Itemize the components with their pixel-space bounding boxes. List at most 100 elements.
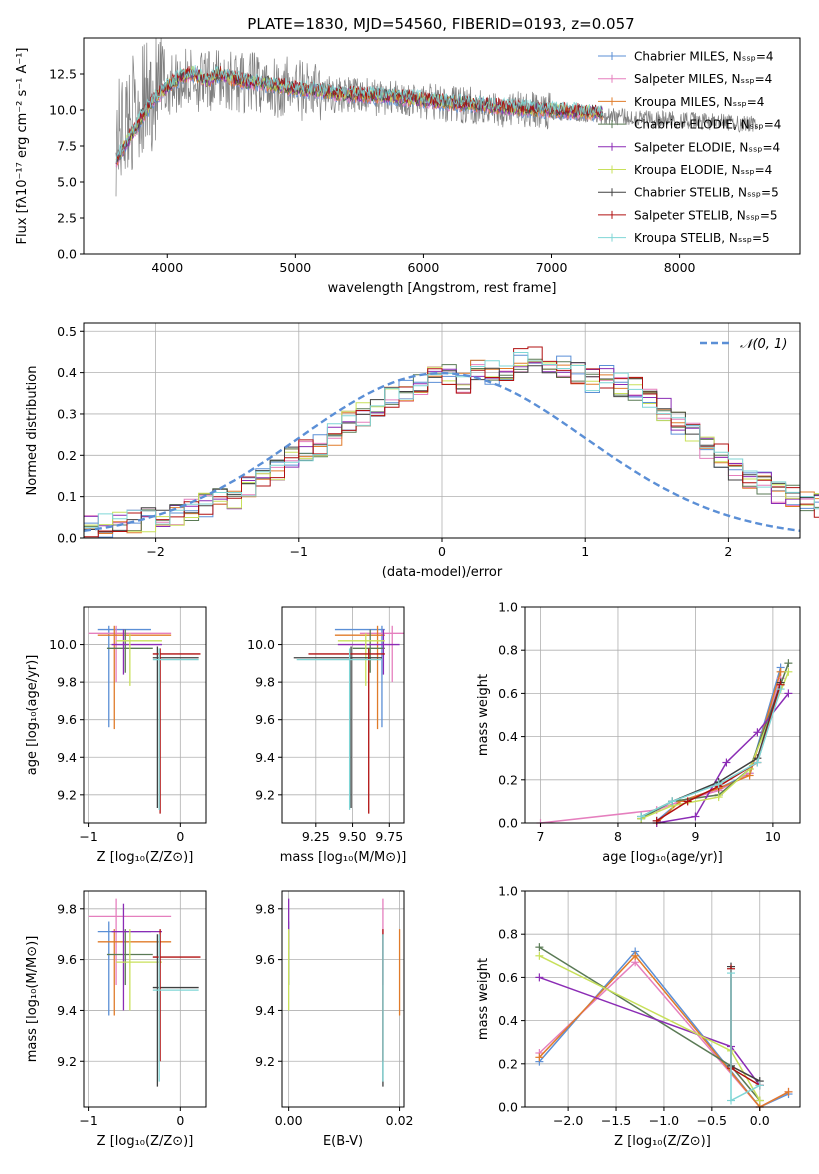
x-tick-label: 0 bbox=[176, 829, 184, 844]
panel-mass-vs-Z: −1 0 9.2 9.4 9.6 9.8 Z [log₁₀(Z/Z⊙)] mass [log₁… bbox=[25, 890, 207, 1149]
series-marker bbox=[753, 758, 762, 767]
y-axis-label: Flux [fλ10⁻¹⁷ erg cm⁻² s⁻¹ A⁻¹] bbox=[15, 48, 30, 245]
y-tick-label: 1.0 bbox=[498, 884, 518, 899]
model-spectrum bbox=[115, 67, 603, 166]
x-tick-label: 0.00 bbox=[275, 1113, 303, 1128]
x-tick-label: −2.0 bbox=[553, 1113, 583, 1128]
data-point bbox=[296, 648, 382, 810]
legend-label: 𝒩(0, 1) bbox=[740, 337, 787, 352]
series-marker bbox=[753, 728, 762, 737]
x-tick-label: 0 bbox=[176, 1113, 184, 1128]
axes-frame bbox=[83, 37, 801, 255]
x-axis-label: (data-model)/error bbox=[382, 565, 503, 580]
y-tick-label: 9.4 bbox=[255, 1003, 275, 1018]
series-marker bbox=[727, 969, 736, 978]
x-tick-label: 2 bbox=[724, 544, 732, 559]
y-tick-label: 0.6 bbox=[498, 970, 518, 985]
panel-residuals: −2 −1 0 1 2 0.0 0.1 0.2 0.3 0.4 0.5 (data-model)/er… bbox=[25, 322, 819, 580]
panel-spectrum: 4000 5000 6000 7000 8000 0.0 2.5 5.0 7.5 10.0 12.5… bbox=[15, 37, 801, 296]
y-tick-label: 9.8 bbox=[255, 675, 275, 690]
x-tick-label: −1.0 bbox=[649, 1113, 679, 1128]
data-point bbox=[111, 903, 162, 1011]
y-tick-label: 7.5 bbox=[57, 139, 77, 154]
y-tick-label: 0.0 bbox=[498, 1100, 518, 1115]
y-tick-label: 0.5 bbox=[57, 324, 77, 339]
y-tick-label: 9.2 bbox=[255, 787, 275, 802]
data-point bbox=[111, 629, 162, 675]
legend-label: Kroupa ELODIE, Nₛₛₚ=4 bbox=[634, 163, 772, 177]
y-tick-label: 9.6 bbox=[255, 952, 275, 967]
y-tick-label: 0.0 bbox=[57, 247, 77, 262]
x-axis-label: Z [log₁₀(Z/Z⊙)] bbox=[97, 1134, 194, 1149]
legend-label: Salpeter STELIB, Nₛₛₚ=5 bbox=[634, 208, 778, 222]
x-tick-label: 10 bbox=[765, 829, 781, 844]
data-point bbox=[97, 625, 172, 730]
plot-area bbox=[88, 625, 201, 814]
y-axis-label: mass weight bbox=[476, 958, 491, 1040]
legend-label: Salpeter MILES, Nₛₛₚ=4 bbox=[634, 72, 772, 86]
axes-frame bbox=[524, 606, 801, 824]
series-line bbox=[538, 954, 789, 1108]
y-tick-label: 9.2 bbox=[57, 787, 77, 802]
y-tick-label: 9.6 bbox=[57, 712, 77, 727]
x-tick-label: −0.5 bbox=[697, 1113, 727, 1128]
data-point bbox=[293, 646, 382, 808]
series-marker bbox=[784, 667, 793, 676]
figure-title: PLATE=1830, MJD=54560, FIBERID=0193, z=0… bbox=[247, 15, 634, 33]
series-marker bbox=[535, 951, 544, 960]
x-tick-label: 6000 bbox=[408, 260, 440, 275]
y-tick-label: 10.0 bbox=[247, 637, 275, 652]
x-tick-label: −1 bbox=[79, 829, 97, 844]
series-marker bbox=[535, 973, 544, 982]
y-tick-label: 12.5 bbox=[49, 67, 77, 82]
y-tick-label: 9.2 bbox=[57, 1054, 77, 1069]
data-point bbox=[152, 648, 201, 814]
y-tick-label: 0.2 bbox=[57, 448, 77, 463]
axes-frame bbox=[281, 606, 405, 824]
y-tick-label: 9.2 bbox=[255, 1054, 275, 1069]
x-tick-label: 7000 bbox=[536, 260, 568, 275]
legend: Chabrier MILES, Nₛₛₚ=4 Salpeter MILES, Nₛ… bbox=[598, 50, 781, 245]
plot-area bbox=[288, 898, 401, 1087]
y-axis-label: mass weight bbox=[476, 674, 491, 756]
y-tick-label: 0.4 bbox=[57, 365, 77, 380]
x-tick-label: 9.50 bbox=[339, 829, 367, 844]
axes-frame bbox=[83, 890, 207, 1108]
y-tick-label: 0.2 bbox=[498, 772, 518, 787]
series-marker bbox=[652, 816, 661, 825]
y-tick-label: 5.0 bbox=[57, 175, 77, 190]
y-tick-label: 9.6 bbox=[57, 952, 77, 967]
x-axis-label: age [log₁₀(age/yr)] bbox=[602, 850, 723, 865]
x-tick-label: 9.25 bbox=[302, 829, 330, 844]
plot-area bbox=[535, 943, 793, 1111]
x-tick-label: −2 bbox=[146, 544, 164, 559]
series-marker bbox=[714, 793, 723, 802]
y-tick-label: 0.8 bbox=[498, 927, 518, 942]
x-tick-label: 7 bbox=[537, 829, 545, 844]
y-tick-label: 9.6 bbox=[255, 712, 275, 727]
model-spectrum bbox=[115, 70, 603, 167]
y-tick-label: 0.4 bbox=[498, 1013, 518, 1028]
series-line bbox=[540, 678, 782, 824]
data-point bbox=[152, 934, 199, 1082]
y-tick-label: 9.4 bbox=[57, 1003, 77, 1018]
legend-label: Chabrier MILES, Nₛₛₚ=4 bbox=[634, 50, 774, 64]
series-marker bbox=[535, 1053, 544, 1062]
panel-age-vs-mass: 9.25 9.50 9.75 9.2 9.4 9.6 9.8 10.0 mass [log₁₀(… bbox=[247, 606, 406, 865]
legend: 𝒩(0, 1) bbox=[700, 337, 787, 352]
grid bbox=[282, 607, 404, 823]
x-tick-label: 8 bbox=[614, 829, 622, 844]
x-tick-label: 8000 bbox=[664, 260, 696, 275]
legend-label: Kroupa STELIB, Nₛₛₚ=5 bbox=[634, 231, 770, 245]
data-point bbox=[334, 625, 385, 730]
panel-mass-weight-vs-age: 7 8 9 10 0.0 0.2 0.4 0.6 0.8 1.0 age [log₁₀(age/yr… bbox=[476, 600, 801, 865]
data-point bbox=[116, 633, 162, 686]
series-line bbox=[730, 973, 761, 1102]
panel-mass-weight-vs-Z: −2.0 −1.5 −1.0 −0.5 0.0 0.0 0.2 0.4 0.6 0.8 1.0 Z [… bbox=[476, 884, 801, 1149]
y-tick-label: 0.8 bbox=[498, 643, 518, 658]
legend-label: Salpeter ELODIE, Nₛₛₚ=4 bbox=[634, 140, 780, 154]
series-marker bbox=[727, 1096, 736, 1105]
y-tick-label: 9.8 bbox=[57, 675, 77, 690]
x-tick-label: 1 bbox=[581, 544, 589, 559]
